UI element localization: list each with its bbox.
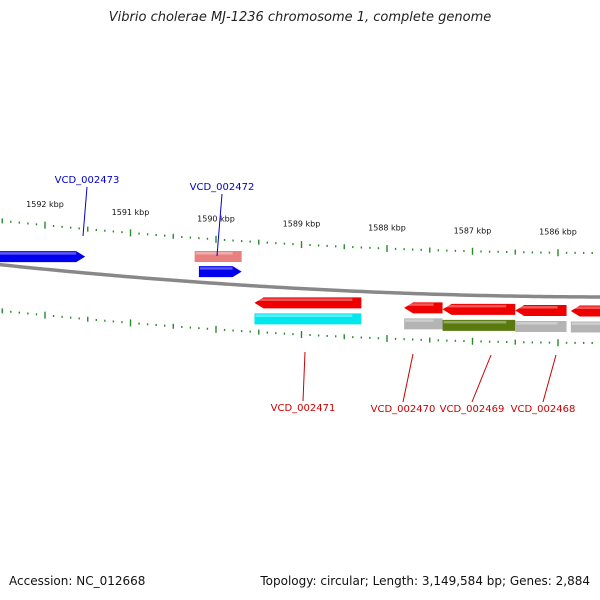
gene-highlight xyxy=(571,322,600,325)
gene-label[interactable]: VCD_002471 xyxy=(271,403,336,414)
scale-label: 1588 kbp xyxy=(368,224,406,233)
gene-label[interactable]: VCD_002468 xyxy=(511,404,576,415)
gene-body[interactable] xyxy=(254,313,362,325)
gene-feature[interactable] xyxy=(442,319,516,331)
genome-stats-text: Topology: circular; Length: 3,149,584 bp… xyxy=(260,574,590,588)
backbone-line xyxy=(0,262,600,299)
label-leader-line xyxy=(82,186,88,237)
label-leader-line xyxy=(542,354,557,403)
gene-highlight xyxy=(255,298,353,301)
scale-label: 1586 kbp xyxy=(539,228,577,237)
gene-feature[interactable] xyxy=(515,321,567,333)
gene-body[interactable] xyxy=(570,305,600,317)
gene-body[interactable] xyxy=(198,266,242,278)
gene-label[interactable]: VCD_002472 xyxy=(190,182,255,193)
gene-highlight xyxy=(199,267,233,270)
gene-label[interactable]: VCD_002473 xyxy=(55,175,120,186)
scale-label: 1587 kbp xyxy=(454,226,492,235)
gene-highlight xyxy=(443,304,507,308)
gene-VCD_002468[interactable] xyxy=(515,305,567,317)
gene-highlight xyxy=(255,314,353,317)
gene-highlight xyxy=(0,252,77,255)
gene-body[interactable] xyxy=(0,251,86,263)
gene-feature[interactable] xyxy=(194,251,242,263)
gene-body[interactable] xyxy=(442,303,516,315)
scale-label: 1591 kbp xyxy=(112,208,150,217)
gene-feature[interactable] xyxy=(570,321,600,333)
gene-body[interactable] xyxy=(515,305,567,317)
gene-highlight xyxy=(571,306,600,309)
gene-VCD_002469[interactable] xyxy=(442,303,516,315)
scale-label: 1589 kbp xyxy=(283,220,321,229)
label-leader-line xyxy=(402,353,414,403)
backbone xyxy=(0,262,600,299)
label-leader-line xyxy=(216,193,223,257)
gene-VCD_002473[interactable] xyxy=(0,251,86,263)
gene-label[interactable]: VCD_002470 xyxy=(371,404,436,415)
gene-labels: VCD_002473 VCD_002472 VCD_002471 VCD_002470… xyxy=(55,175,576,415)
tick-marks xyxy=(1,218,593,347)
gene-body[interactable] xyxy=(194,251,242,263)
gene-label[interactable]: VCD_002469 xyxy=(440,404,505,415)
scale-label: 1592 kbp xyxy=(26,200,64,209)
gene-highlight xyxy=(405,303,434,306)
gene-highlight xyxy=(516,306,558,309)
scale-labels: 1592 kbp 1591 kbp 1590 kbp 1589 kbp 1588 kbp… xyxy=(26,200,577,237)
gene-body[interactable] xyxy=(404,318,443,330)
label-leader-line xyxy=(302,351,306,402)
gene-highlight xyxy=(443,320,507,324)
gene-body[interactable] xyxy=(515,321,567,333)
gene-highlight xyxy=(405,319,434,322)
gene-body[interactable] xyxy=(442,319,516,331)
gene-VCD_002472[interactable] xyxy=(198,266,242,278)
genome-title: Vibrio cholerae MJ-1236 chromosome 1, co… xyxy=(108,10,492,25)
gene-feature[interactable] xyxy=(570,305,600,317)
gene-highlight xyxy=(516,322,558,325)
label-leader-line xyxy=(471,354,492,403)
gene-body[interactable] xyxy=(254,297,362,309)
gene-body[interactable] xyxy=(404,302,443,314)
gene-VCD_002471[interactable] xyxy=(254,297,362,309)
gene-feature[interactable] xyxy=(404,318,443,330)
gene-highlight xyxy=(195,252,233,255)
gene-features[interactable] xyxy=(0,251,600,333)
scale-label: 1590 kbp xyxy=(197,214,235,223)
gene-feature[interactable] xyxy=(254,313,362,325)
gene-VCD_002470[interactable] xyxy=(404,302,443,314)
gene-body[interactable] xyxy=(570,321,600,333)
accession-text: Accession: NC_012668 xyxy=(9,574,146,588)
